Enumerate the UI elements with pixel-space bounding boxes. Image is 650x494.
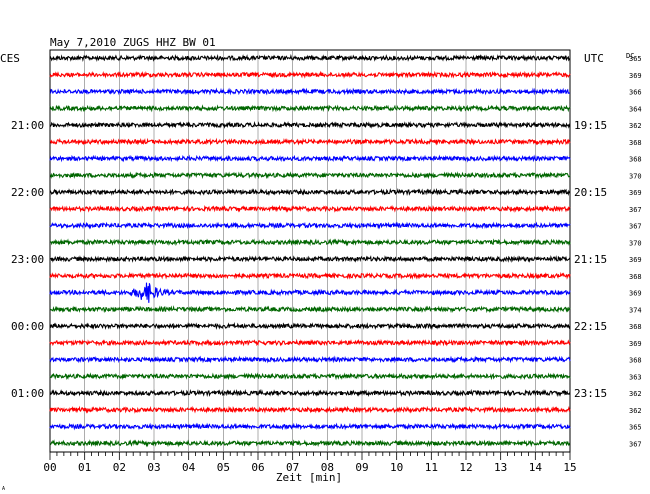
dc-label: DC [626,52,634,60]
left-hour-label: 01:00 [11,387,44,400]
right-hour-label: 19:15 [574,119,607,132]
left-hour-label: 00:00 [11,320,44,333]
left-axis-label: CES [0,52,20,65]
dc-offset-label: 369 [629,189,642,197]
dc-offset-label: 369 [629,256,642,264]
plot-grid [49,49,571,460]
seismic-trace [49,70,571,79]
seismic-trace [49,187,571,197]
dc-offset-label: 368 [629,273,642,281]
x-tick-label: 04 [182,461,196,474]
right-hour-label: 23:15 [574,387,607,400]
dc-offset-label: 370 [629,239,642,247]
x-tick-label: 12 [459,461,472,474]
x-tick-label: 03 [147,461,160,474]
dc-offset-label: 365 [629,424,642,432]
seismic-trace [49,154,571,163]
x-tick-label: 08 [321,461,334,474]
x-tick-label: 11 [425,461,438,474]
x-tick-label: 13 [494,461,507,474]
dc-offset-label: 366 [629,89,642,97]
x-tick-label: 01 [78,461,91,474]
dc-offset-label: 367 [629,440,642,448]
seismic-trace [49,221,571,230]
right-hour-label: 21:15 [574,253,607,266]
dc-offset-label: 365 [629,55,642,63]
seismic-trace [49,238,571,247]
x-tick-label: 00 [43,461,56,474]
seismic-trace [49,439,571,448]
dc-offset-label: 362 [629,122,642,130]
label-group: May 7,2010 ZUGS HHZ BW 01 CES UTC DC Zei… [0,36,642,492]
x-tick-label: 07 [286,461,299,474]
seismic-trace [49,305,571,314]
seismic-trace [49,355,571,364]
x-tick-label: 10 [390,461,403,474]
dc-offset-label: 374 [629,306,642,314]
left-hour-label: 21:00 [11,119,44,132]
trace-group [49,53,571,448]
seismic-trace [49,53,571,62]
x-tick-label: 15 [563,461,576,474]
plot-frame [49,49,571,453]
dc-offset-label: 369 [629,340,642,348]
seismic-trace [49,282,571,303]
seismic-trace [49,271,571,280]
right-hour-label: 20:15 [574,186,607,199]
left-hour-label: 23:00 [11,253,44,266]
seismic-trace [49,104,571,113]
dc-offset-label: 362 [629,407,642,415]
seismic-trace [49,120,571,129]
seismic-trace [49,137,571,146]
x-tick-label: 02 [113,461,126,474]
dc-offset-label: 363 [629,373,642,381]
seismic-trace [49,422,571,431]
right-hour-label: 22:15 [574,320,607,333]
seismic-trace [49,255,571,263]
seismic-trace [49,338,571,347]
left-hour-label: 22:00 [11,186,44,199]
x-tick-label: 09 [355,461,368,474]
dc-offset-label: 367 [629,223,642,231]
chart-title: May 7,2010 ZUGS HHZ BW 01 [50,36,216,49]
dc-offset-label: 369 [629,72,642,80]
x-tick-label: 06 [251,461,264,474]
x-tick-label: 05 [217,461,230,474]
dc-offset-label: 364 [629,105,642,113]
dc-offset-label: 370 [629,172,642,180]
x-axis-label: Zeit [min] [276,471,342,484]
dc-offset-label: 368 [629,156,642,164]
corner-mark: A [2,486,5,492]
seismic-trace [49,321,571,330]
seismic-trace [49,372,571,381]
seismic-trace [49,405,571,414]
x-tick-label: 14 [529,461,543,474]
seismic-trace [49,87,571,96]
dc-offset-label: 367 [629,206,642,214]
dc-offset-label: 368 [629,139,642,147]
dc-offset-label: 368 [629,323,642,331]
dc-offset-label: 369 [629,290,642,298]
right-axis-label: UTC [584,52,604,65]
dc-offset-label: 362 [629,390,642,398]
seismic-trace [49,388,571,398]
seismic-trace [49,171,571,180]
seismic-trace [49,204,571,213]
dc-offset-label: 368 [629,357,642,365]
